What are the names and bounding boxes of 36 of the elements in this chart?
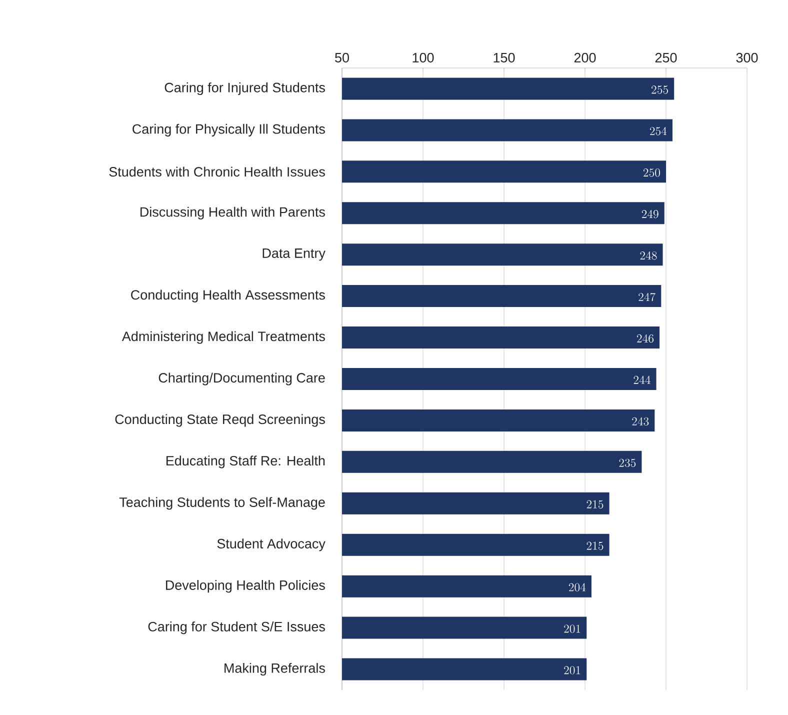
x-tick-label: 200 <box>574 52 596 62</box>
y-tick-label: Conducting Health Assessments <box>131 290 325 302</box>
y-tick-label: Discussing Health with Parents <box>140 206 325 220</box>
data-label: 235 <box>619 458 636 468</box>
y-tick-label: Charting/Documenting Care <box>158 372 325 386</box>
x-tick-label: 50 <box>335 52 349 62</box>
y-tick-label: Administering Medical Treatments <box>122 331 325 344</box>
x-tick-label: 100 <box>412 52 434 62</box>
data-label: 204 <box>568 583 586 592</box>
data-label: 254 <box>650 126 667 136</box>
data-label: 215 <box>586 542 604 550</box>
y-tick-label: Data Entry <box>262 248 326 261</box>
y-tick-label: Student Advocacy <box>217 538 326 552</box>
y-tick-label: Caring for Physically Ill Students <box>132 124 325 136</box>
data-label: 244 <box>634 376 650 384</box>
x-tick-label: 150 <box>494 52 515 62</box>
data-label: 201 <box>564 666 580 674</box>
y-tick-label: Teaching Students to Self-Manage <box>119 497 325 510</box>
data-label: 246 <box>637 334 654 343</box>
data-label: 250 <box>644 168 660 177</box>
y-tick-label: Caring for Student S/E Issues <box>148 622 325 634</box>
data-label: 215 <box>586 500 604 508</box>
data-label: 248 <box>640 251 657 260</box>
y-tick-label: Making Referrals <box>224 662 325 676</box>
data-label: 201 <box>564 624 580 633</box>
data-label: 243 <box>632 417 649 426</box>
y-tick-label: Caring for Injured Students <box>164 82 325 96</box>
x-tick-label: 250 <box>655 52 677 62</box>
y-tick-label: Developing Health Policies <box>166 580 325 593</box>
y-tick-label: Students with Chronic Health Issues <box>109 166 325 177</box>
y-tick-label: Educating Staff Re: Health <box>166 456 325 468</box>
y-tick-label: Conducting State Reqd Screenings <box>115 414 325 427</box>
x-tick-label: 300 <box>736 52 758 62</box>
data-label: 247 <box>638 292 656 302</box>
data-label: 249 <box>642 210 658 218</box>
data-label: 255 <box>652 86 668 94</box>
